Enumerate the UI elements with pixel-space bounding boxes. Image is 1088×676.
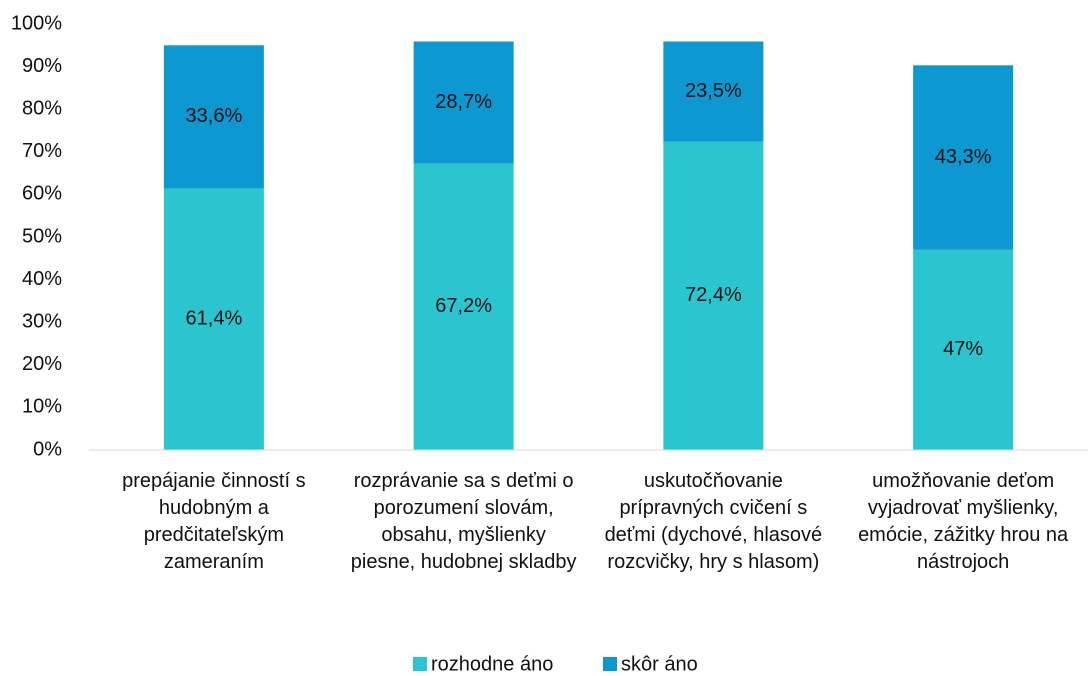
bar-segment <box>413 163 514 450</box>
bar-segment <box>913 65 1014 250</box>
data-label: 33,6% <box>186 105 243 127</box>
y-tick-label: 80% <box>22 97 62 119</box>
data-label: 43,3% <box>935 146 992 168</box>
x-tick-label: umožňovanie deťom vyjadrovať myšlienky, … <box>858 470 1069 573</box>
y-tick-label: 30% <box>22 310 62 332</box>
bar-segment <box>413 41 514 164</box>
data-label: 23,5% <box>685 80 742 102</box>
data-label: 61,4% <box>186 307 243 329</box>
x-tick-label: prepájanie činností s hudobným a predčit… <box>122 470 306 573</box>
data-label: 72,4% <box>685 284 742 306</box>
y-tick-label: 40% <box>22 268 62 290</box>
legend-swatch <box>413 657 427 671</box>
legend-swatch <box>603 657 617 671</box>
bar-segment <box>163 188 264 450</box>
legend-label: skôr áno <box>621 653 698 675</box>
bar-segment <box>663 141 764 451</box>
bar-segment <box>163 45 264 189</box>
x-tick-label: uskutočňovanie prípravných cvičení s deť… <box>604 470 823 573</box>
y-tick-label: 20% <box>22 353 62 375</box>
bar-segment <box>663 41 764 142</box>
data-label: 47% <box>943 338 983 360</box>
bar-segment <box>913 249 1014 450</box>
x-tick-label: rozprávanie sa s deťmi o porozumení slov… <box>350 470 577 573</box>
y-tick-label: 60% <box>22 183 62 205</box>
y-tick-label: 70% <box>22 140 62 162</box>
y-tick-label: 50% <box>22 225 62 247</box>
y-tick-label: 90% <box>22 55 62 77</box>
data-label: 67,2% <box>435 295 492 317</box>
y-tick-label: 0% <box>33 438 62 460</box>
data-label: 28,7% <box>435 91 492 113</box>
legend-label: rozhodne áno <box>431 653 553 675</box>
y-tick-label: 10% <box>22 396 62 418</box>
y-tick-label: 100% <box>11 12 62 34</box>
